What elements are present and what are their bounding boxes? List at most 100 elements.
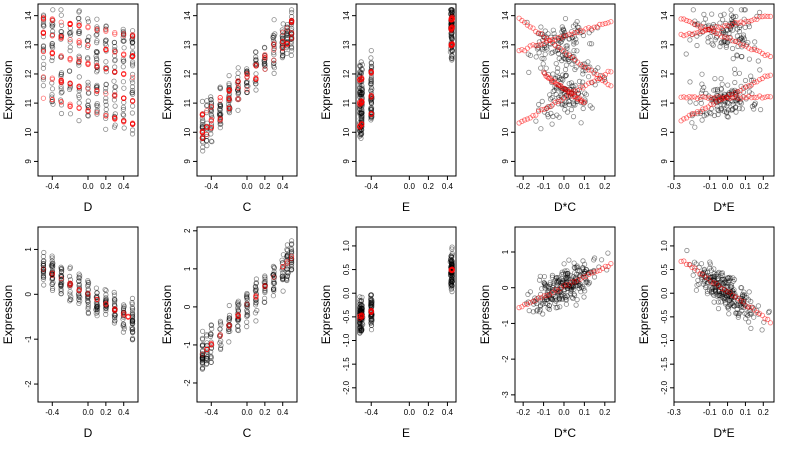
observed-point [208,138,214,144]
observed-point [67,291,73,297]
observed-point [449,258,455,265]
observed-point [358,86,364,92]
observed-point [448,258,454,264]
observed-point [244,291,250,298]
fitted-point [689,111,695,117]
observed-point [271,280,277,286]
observed-point [574,48,580,54]
fitted-point [76,39,82,46]
fitted-point [527,43,533,49]
fitted-point [448,16,454,23]
observed-point [103,308,109,314]
observed-point [592,82,598,88]
observed-point [262,289,268,296]
observed-point [217,326,223,332]
observed-point [723,31,729,38]
observed-point [574,296,580,303]
observed-point [721,38,727,44]
observed-point [710,289,716,295]
observed-point [733,109,739,115]
observed-point [549,121,555,127]
observed-point [199,98,205,105]
observed-point [591,274,598,280]
observed-point [564,270,571,277]
plot-frame [514,226,616,403]
observed-point [691,259,698,265]
observed-point [736,24,743,31]
observed-point [199,119,205,125]
plot-frame [514,3,616,177]
observed-point [541,42,548,49]
observed-point [448,278,454,284]
observed-point [226,302,232,309]
observed-point [749,103,756,110]
fitted-point [702,274,709,280]
observed-point [720,295,726,301]
observed-point [718,105,724,112]
observed-point [587,64,593,70]
observed-point [721,285,727,291]
observed-point [550,88,556,95]
observed-point [85,301,91,308]
observed-point [279,260,285,266]
observed-point [130,127,136,133]
observed-point [217,103,224,109]
observed-point [449,278,455,285]
observed-point [359,306,365,312]
observed-point [129,90,135,96]
observed-point [715,108,722,114]
observed-point [217,111,223,118]
observed-point [199,342,206,349]
fitted-point [530,113,536,119]
observed-point [543,296,550,302]
observed-point [253,49,259,55]
observed-point [742,24,748,30]
observed-point [564,270,571,277]
y-tick-label: 9 [24,159,33,164]
observed-point [359,113,365,119]
observed-point [120,38,126,44]
fitted-point [569,54,575,61]
observed-point [358,71,364,77]
x-tick-label: 0.2 [100,182,112,191]
observed-point [554,69,561,75]
observed-point [449,283,455,289]
observed-point [527,289,534,295]
fitted-point [689,94,695,100]
observed-point [553,275,559,281]
fitted-point [103,28,109,34]
observed-point [262,63,268,69]
observed-point [569,83,575,89]
observed-point [736,310,743,316]
observed-point [76,74,82,80]
observed-point [357,322,363,328]
observed-point [358,110,364,116]
observed-point [577,273,583,279]
observed-point [448,281,454,287]
observed-point [40,21,47,27]
observed-point [270,286,277,293]
observed-point [130,321,136,327]
observed-point [357,85,363,92]
observed-point [368,81,374,87]
observed-point [567,285,573,291]
observed-point [367,295,374,301]
observed-point [288,250,295,257]
y-tick-label: 0 [24,292,33,297]
observed-point [58,286,64,292]
fitted-point [516,15,522,21]
observed-point [217,107,223,113]
fitted-point [746,83,752,89]
fitted-point [692,21,698,27]
observed-point [103,81,109,87]
fitted-point [561,86,568,92]
observed-point [709,11,715,17]
observed-point [200,359,206,365]
fitted-point [368,308,374,314]
fitted-point [594,72,600,78]
observed-point [252,310,258,316]
observed-point [560,26,566,32]
observed-point [129,301,135,307]
observed-point [699,87,706,93]
fitted-point [121,31,127,37]
